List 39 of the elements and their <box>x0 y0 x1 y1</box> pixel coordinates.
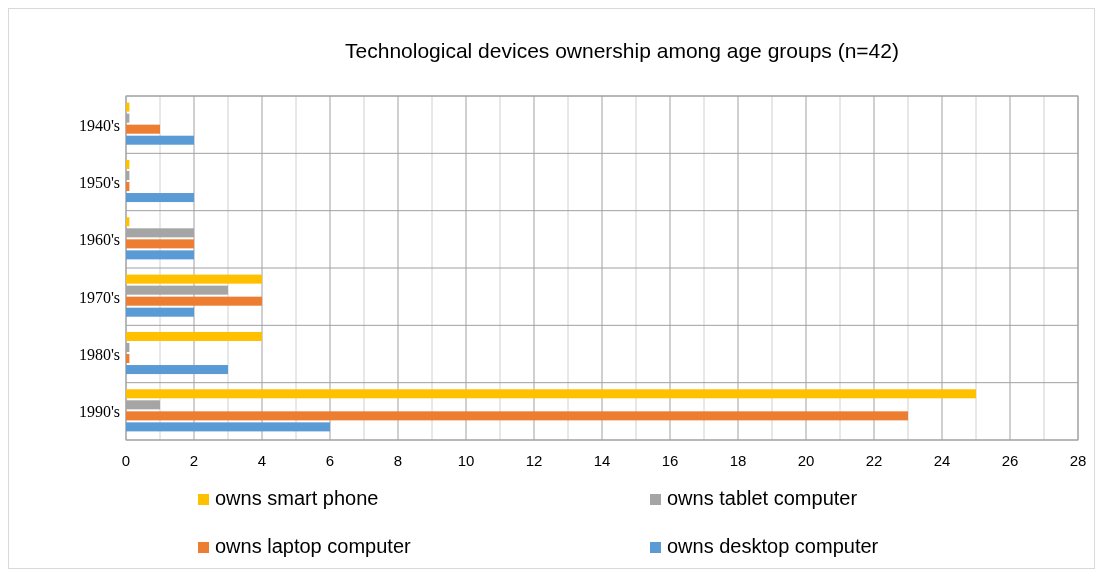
x-tick-label: 28 <box>1069 452 1087 469</box>
x-tick-label: 16 <box>661 452 679 469</box>
legend-label: owns smart phone <box>215 487 379 509</box>
bar <box>126 422 330 432</box>
chart-title: Technological devices ownership among age groups (n=42) <box>345 39 899 62</box>
x-tick-label: 14 <box>593 452 611 469</box>
x-tick-label: 8 <box>393 452 403 469</box>
bar <box>126 365 228 375</box>
y-tick-label: 1970's <box>78 288 120 306</box>
bar <box>126 307 194 317</box>
y-tick-label: 1980's <box>78 346 120 363</box>
x-tick-label: 22 <box>865 452 883 469</box>
bar <box>126 135 194 145</box>
x-tick-label: 26 <box>1001 452 1019 469</box>
x-tick-label: 20 <box>797 452 815 469</box>
x-tick-label: 24 <box>933 452 951 469</box>
bar <box>126 389 976 399</box>
legend-label: owns desktop computer <box>667 535 879 557</box>
legend-label: owns tablet computer <box>667 487 858 509</box>
bar <box>126 411 908 421</box>
bar <box>126 250 194 260</box>
x-tick-label: 10 <box>457 452 475 469</box>
x-tick-label: 2 <box>189 452 199 469</box>
bar <box>126 274 262 284</box>
x-tick-label: 6 <box>325 452 335 469</box>
x-tick-label: 4 <box>257 452 267 469</box>
bar <box>126 331 262 341</box>
x-tick-label: 0 <box>121 452 131 469</box>
y-tick-label: 1990's <box>78 403 120 421</box>
y-tick-label: 1960's <box>78 231 120 249</box>
x-tick-label: 18 <box>729 452 747 469</box>
bar <box>126 296 262 306</box>
y-tick-label: 1940's <box>78 116 120 134</box>
y-tick-label: 1950's <box>78 174 120 191</box>
bar <box>126 193 194 203</box>
legend-label: owns laptop computer <box>215 535 411 557</box>
bar <box>126 124 160 134</box>
bar <box>126 239 194 249</box>
x-tick-label: 12 <box>525 452 543 469</box>
